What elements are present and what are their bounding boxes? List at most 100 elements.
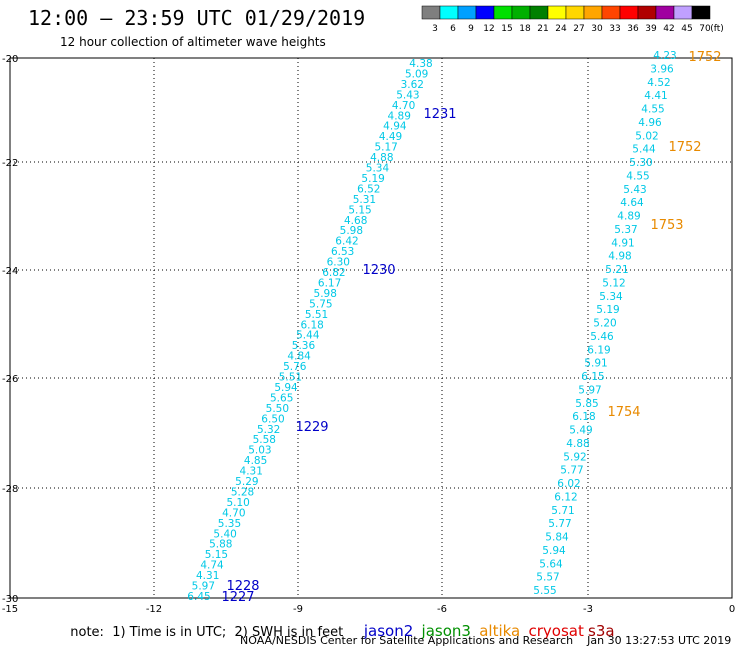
swh-value-west: 5.36 bbox=[292, 340, 316, 352]
swh-value-west: 5.34 bbox=[366, 163, 390, 175]
swh-value-west: 4.85 bbox=[244, 455, 267, 467]
swh-value-east: 4.89 bbox=[617, 211, 640, 223]
y-tick-label: -26 bbox=[2, 374, 18, 385]
swh-value-east: 5.44 bbox=[632, 144, 656, 156]
swh-value-west: 5.09 bbox=[405, 68, 428, 80]
swh-value-west: 5.10 bbox=[226, 497, 249, 509]
swh-value-east: 5.57 bbox=[536, 572, 559, 584]
swh-value-west: 5.97 bbox=[192, 581, 215, 593]
x-tick-label: -12 bbox=[146, 604, 162, 615]
colorbar-label: 70 bbox=[699, 24, 711, 34]
pass-id-altika: 1753 bbox=[650, 218, 683, 233]
swh-value-west: 5.50 bbox=[266, 403, 289, 415]
legend-s3a: s3a bbox=[588, 622, 615, 640]
legend-note: note: 1) Time is in UTC; 2) SWH is in fe… bbox=[70, 625, 344, 640]
swh-value-west: 4.49 bbox=[379, 131, 402, 143]
colorbar-swatch bbox=[511, 5, 531, 20]
swh-value-east: 5.21 bbox=[605, 264, 628, 276]
swh-value-west: 5.31 bbox=[353, 194, 376, 206]
swh-value-west: 5.44 bbox=[296, 330, 320, 342]
swh-value-west: 5.15 bbox=[205, 549, 228, 561]
swh-value-east: 6.19 bbox=[587, 344, 610, 356]
swh-value-east: 5.71 bbox=[551, 505, 574, 517]
pass-id-jason2: 1231 bbox=[423, 107, 456, 122]
swh-value-west: 4.31 bbox=[240, 466, 263, 478]
swh-value-east: 5.77 bbox=[560, 465, 583, 477]
x-tick-label: 0 bbox=[729, 604, 735, 615]
swh-value-east: 5.97 bbox=[578, 384, 601, 396]
colorbar-label: 15 bbox=[501, 24, 512, 34]
legend-row: note: 1) Time is in UTC; 2) SWH is in fe… bbox=[62, 607, 615, 640]
swh-value-west: 6.18 bbox=[300, 319, 323, 331]
x-tick-label: -6 bbox=[437, 604, 447, 615]
swh-value-east: 4.98 bbox=[608, 251, 631, 263]
x-tick-label: -15 bbox=[2, 604, 18, 615]
colorbar-swatch bbox=[475, 5, 495, 20]
colorbar-label: 24 bbox=[555, 24, 567, 34]
legend-cryosat: cryosat bbox=[528, 622, 584, 640]
swh-value-east: 4.23 bbox=[653, 50, 676, 62]
swh-value-east: 5.46 bbox=[590, 331, 614, 343]
swh-value-west: 5.98 bbox=[340, 225, 363, 237]
swh-value-east: 5.84 bbox=[545, 532, 569, 544]
swh-value-east: 5.94 bbox=[542, 545, 566, 557]
swh-value-west: 6.30 bbox=[327, 257, 350, 269]
swh-value-west: 4.88 bbox=[370, 152, 393, 164]
swh-value-west: 5.88 bbox=[209, 539, 232, 551]
swh-value-east: 5.12 bbox=[602, 277, 625, 289]
colorbar-swatch bbox=[583, 5, 603, 20]
y-tick-label: -30 bbox=[2, 594, 18, 605]
map-title: 12:00 – 23:59 UTC 01/29/2019 bbox=[28, 6, 366, 30]
colorbar-label: 42 bbox=[663, 24, 674, 34]
swh-value-west: 5.32 bbox=[257, 424, 280, 436]
colorbar-label: 39 bbox=[645, 24, 657, 34]
swh-value-west: 5.17 bbox=[374, 142, 397, 154]
pass-id-altika: 1752 bbox=[688, 50, 721, 65]
colorbar-swatch bbox=[493, 5, 513, 20]
colorbar-swatch bbox=[601, 5, 621, 20]
colorbar-swatch bbox=[619, 5, 639, 20]
swh-value-west: 6.17 bbox=[318, 277, 341, 289]
map-subtitle: 12 hour collection of altimeter wave hei… bbox=[60, 35, 326, 49]
pass-id-altika: 1754 bbox=[607, 405, 640, 420]
swh-value-west: 4.74 bbox=[200, 560, 224, 572]
swh-value-west: 6.45 bbox=[187, 591, 210, 603]
swh-value-west: 5.65 bbox=[270, 392, 293, 404]
swh-value-east: 6.15 bbox=[581, 371, 604, 383]
swh-value-east: 5.55 bbox=[533, 585, 556, 597]
swh-value-west: 6.42 bbox=[335, 236, 358, 248]
legend-altika: altika bbox=[479, 622, 521, 640]
colorbar-label: 45 bbox=[681, 24, 692, 34]
swh-value-west: 5.51 bbox=[279, 372, 302, 384]
swh-value-east: 5.19 bbox=[596, 304, 619, 316]
colorbar-label: 12 bbox=[483, 24, 494, 34]
swh-value-west: 4.68 bbox=[344, 215, 367, 227]
swh-value-east: 5.64 bbox=[539, 558, 563, 570]
colorbar-swatch bbox=[565, 5, 585, 20]
swh-value-east: 4.88 bbox=[566, 438, 589, 450]
colorbar-label: 6 bbox=[450, 24, 456, 34]
colorbar-label: 18 bbox=[519, 24, 531, 34]
swh-value-west: 5.40 bbox=[213, 528, 236, 540]
swh-value-west: 6.52 bbox=[357, 183, 380, 195]
swh-value-west: 5.03 bbox=[248, 445, 271, 457]
colorbar-label: 33 bbox=[609, 24, 620, 34]
swh-value-east: 5.20 bbox=[593, 318, 616, 330]
colorbar-label: 21 bbox=[537, 24, 548, 34]
swh-value-west: 5.43 bbox=[396, 89, 419, 101]
swh-value-west: 5.19 bbox=[361, 173, 384, 185]
colorbar-label: 36 bbox=[627, 24, 639, 34]
swh-value-east: 4.55 bbox=[641, 104, 664, 116]
pass-id-jason2: 1228 bbox=[226, 579, 259, 594]
y-tick-label: -24 bbox=[2, 266, 18, 277]
swh-value-east: 4.96 bbox=[638, 117, 662, 129]
colorbar-swatch bbox=[547, 5, 567, 20]
y-tick-label: -20 bbox=[2, 54, 18, 65]
plot-frame bbox=[9, 57, 733, 599]
swh-value-west: 5.98 bbox=[314, 288, 337, 300]
credit-line: NOAA/NESDIS Center for Satellite Applica… bbox=[240, 634, 732, 647]
swh-value-west: 5.29 bbox=[235, 476, 258, 488]
swh-value-east: 5.02 bbox=[635, 130, 658, 142]
swh-value-east: 6.12 bbox=[554, 491, 577, 503]
swh-value-east: 5.34 bbox=[599, 291, 623, 303]
